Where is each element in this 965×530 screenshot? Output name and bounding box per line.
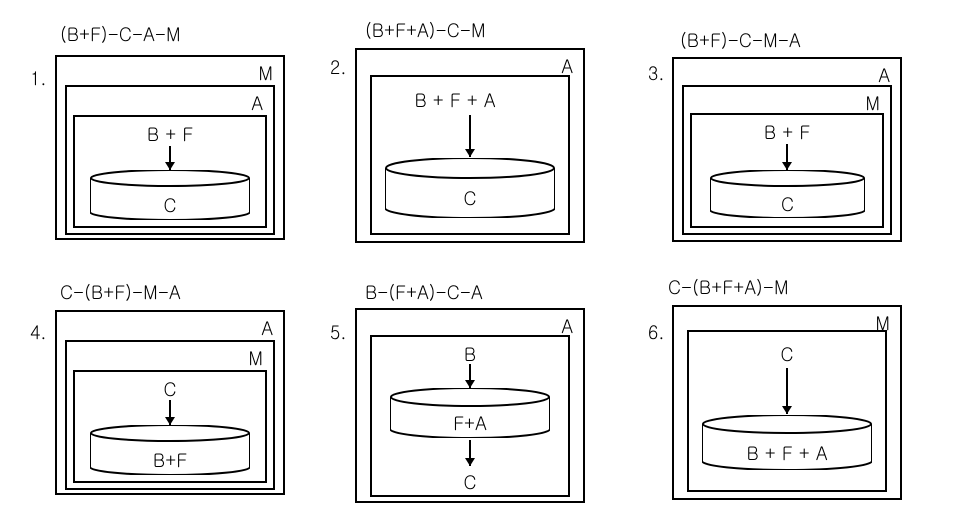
arrow-icon [464, 113, 476, 165]
cylinder-label: F+A [390, 411, 550, 436]
annotation-text: C [777, 342, 797, 367]
panel-number: 5. [330, 320, 346, 345]
panel-title: C-(B+F+A)-M [668, 275, 789, 300]
box-tag: M [258, 61, 273, 86]
annotation-text: B + F + A [395, 88, 515, 113]
box-tag: M [248, 346, 263, 371]
annotation-text: C [460, 470, 480, 495]
panel-title: (B+F)-C-A-M [60, 22, 181, 47]
panel-number: 6. [648, 320, 664, 345]
box-tag: A [261, 316, 273, 341]
cylinder-label: C [90, 193, 250, 218]
cylinder: B + F + A [702, 415, 872, 470]
arrow-icon [164, 398, 176, 433]
box-tag: A [251, 91, 263, 116]
cylinder: C [385, 158, 555, 218]
diagram-canvas: 1.(B+F)-C-A-MMACB + F2.(B+F+A)-C-MACB + … [0, 0, 965, 530]
cylinder-label: C [710, 192, 865, 217]
arrow-icon [464, 438, 476, 474]
panel-number: 1. [30, 66, 46, 91]
panel-title: C-(B+F)-M-A [60, 280, 181, 305]
panel-title: (B+F)-C-M-A [680, 28, 801, 53]
panel-number: 4. [30, 320, 46, 345]
cylinder-label: C [385, 186, 555, 211]
panel-title: (B+F+A)-C-M [365, 18, 486, 43]
cylinder-label: B+F [90, 448, 250, 473]
panel-number: 2. [330, 55, 346, 80]
cylinder-label: B + F + A [702, 441, 872, 466]
panel-number: 3. [648, 61, 664, 86]
arrow-icon [781, 142, 793, 178]
panel-title: B-(F+A)-C-A [365, 280, 483, 305]
arrow-icon [164, 144, 176, 178]
arrow-icon [781, 366, 793, 422]
arrow-icon [464, 362, 476, 396]
